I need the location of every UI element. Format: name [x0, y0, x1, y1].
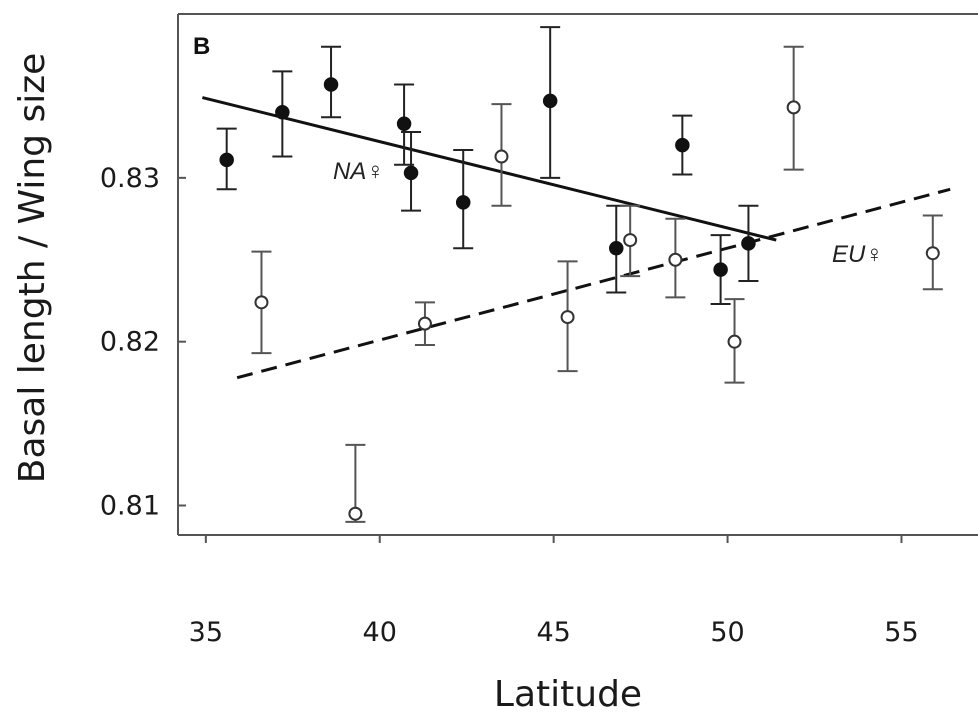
point-eu-6 — [668, 252, 683, 267]
data-marks — [216, 26, 943, 523]
annotation-eu-female: EU♀ — [832, 241, 883, 268]
point-na-5 — [455, 195, 471, 210]
axes: 35 40 45 50 55 0.81 0.82 0.83 — [100, 163, 919, 648]
point-group-na-10 — [738, 204, 759, 283]
point-group-na-6 — [540, 26, 561, 179]
point-group-eu-8 — [783, 45, 804, 171]
trend-line-eu — [236, 187, 951, 380]
point-na-1 — [275, 105, 290, 120]
point-na-6 — [542, 93, 558, 109]
y-tick-label-0.83: 0.83 — [100, 163, 160, 194]
x-tick-label-50: 50 — [710, 617, 744, 648]
point-group-na-9 — [710, 234, 731, 305]
x-tick-label-40: 40 — [363, 617, 397, 648]
plot-frame — [177, 13, 978, 536]
point-na-8 — [675, 137, 690, 153]
point-eu-9 — [925, 246, 940, 261]
annotation-na-female: NA♀ — [333, 158, 384, 185]
point-na-10 — [741, 236, 756, 251]
point-eu-1 — [348, 506, 363, 521]
point-group-eu-9 — [922, 214, 943, 291]
point-group-na-8 — [672, 114, 693, 176]
point-eu-0 — [254, 295, 269, 310]
trend-line-na — [201, 96, 777, 242]
text-labels: B NA♀ EU♀ Latitude Basal length / Wing s… — [12, 33, 883, 715]
point-group-eu-6 — [665, 217, 686, 299]
panel-label: B — [193, 33, 210, 60]
point-eu-4 — [560, 310, 575, 325]
x-axis-title: Latitude — [494, 674, 642, 715]
point-group-na-4 — [401, 130, 422, 212]
x-tick-label-45: 45 — [536, 617, 570, 648]
point-group-eu-3 — [491, 103, 512, 207]
point-na-2 — [323, 77, 339, 92]
point-group-na-7 — [606, 204, 627, 294]
point-na-4 — [403, 165, 419, 181]
y-tick-label-0.81: 0.81 — [100, 491, 160, 522]
point-na-0 — [219, 152, 234, 168]
point-group-eu-0 — [251, 250, 272, 355]
y-axis-title: Basal length / Wing size — [12, 53, 53, 484]
point-group-na-2 — [321, 45, 342, 119]
point-eu-7 — [727, 334, 742, 349]
point-group-eu-1 — [345, 443, 366, 523]
point-na-7 — [609, 241, 624, 256]
point-na-9 — [713, 262, 728, 277]
point-group-eu-7 — [724, 298, 745, 384]
point-na-3 — [396, 116, 412, 132]
point-group-na-0 — [216, 127, 237, 191]
y-tick-label-0.82: 0.82 — [100, 327, 160, 358]
point-group-na-5 — [453, 148, 474, 250]
point-eu-8 — [786, 100, 801, 115]
point-eu-3 — [494, 149, 509, 164]
x-tick-label-35: 35 — [189, 617, 223, 648]
point-eu-2 — [417, 316, 432, 331]
point-group-eu-5 — [620, 204, 641, 278]
point-group-na-1 — [272, 70, 293, 158]
point-group-eu-4 — [557, 260, 578, 373]
x-tick-label-55: 55 — [884, 617, 918, 648]
point-eu-5 — [623, 233, 638, 248]
point-group-eu-2 — [414, 301, 435, 346]
trend-lines — [201, 96, 951, 380]
